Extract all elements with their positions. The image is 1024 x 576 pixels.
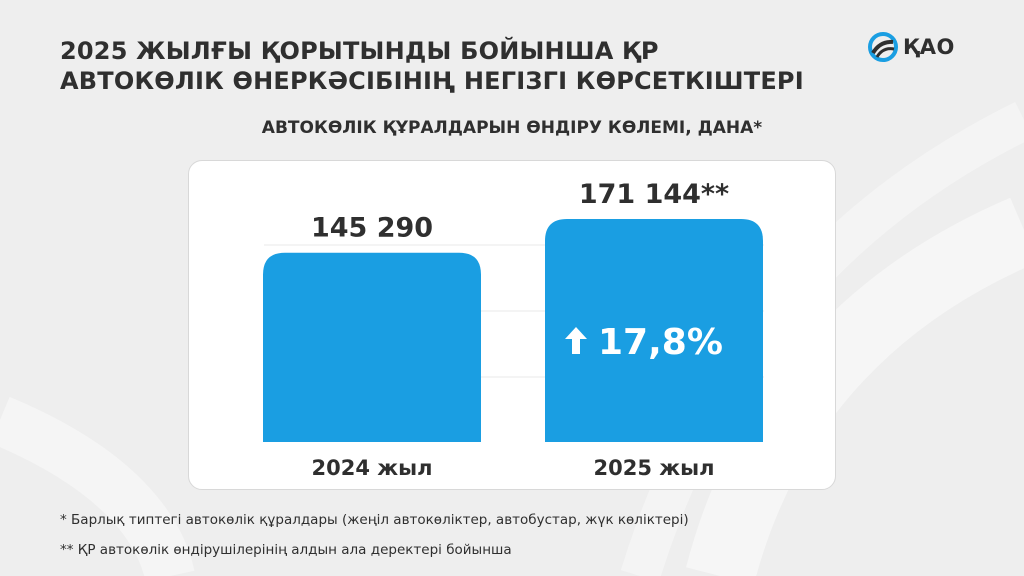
arrow-up-icon [565,327,587,354]
logo: ҚАО [868,30,955,64]
logo-text: ҚАО [903,35,955,59]
value-label-2: 171 144** [579,179,729,210]
page-title: 2025 ЖЫЛҒЫ ҚОРЫТЫНДЫ БОЙЫНША ҚР АВТОКӨЛІ… [60,36,804,96]
road-circle-logo-icon [868,32,898,62]
bar-1 [263,252,481,442]
value-label-1: 145 290 [311,213,433,244]
page-title-line-1: 2025 ЖЫЛҒЫ ҚОРЫТЫНДЫ БОЙЫНША ҚР [60,37,659,65]
bar-chart: 145 290 2024 жыл 171 144** 2025 жыл 17,8% [263,179,764,480]
footnote-1: * Барлық типтегі автокөлік құралдары (же… [60,512,689,528]
page-title-line-2: АВТОКӨЛІК ӨНЕРКӘСІБІНІҢ НЕГІЗГІ КӨРСЕТКІ… [60,67,804,95]
bar-2 [545,219,763,442]
category-label-1: 2024 жыл [311,456,432,480]
chart-card: 145 290 2024 жыл 171 144** 2025 жыл 17,8% [188,160,836,490]
chart-title: АВТОКӨЛІК ҚҰРАЛДАРЫН ӨНДІРУ КӨЛЕМІ, ДАНА… [261,118,763,138]
footnote-2: ** ҚР автокөлік өндірушілерінің алдын ал… [60,542,512,558]
category-label-2: 2025 жыл [593,456,714,480]
growth-annotation: 17,8% [565,322,723,363]
growth-annotation-text: 17,8% [598,322,723,363]
